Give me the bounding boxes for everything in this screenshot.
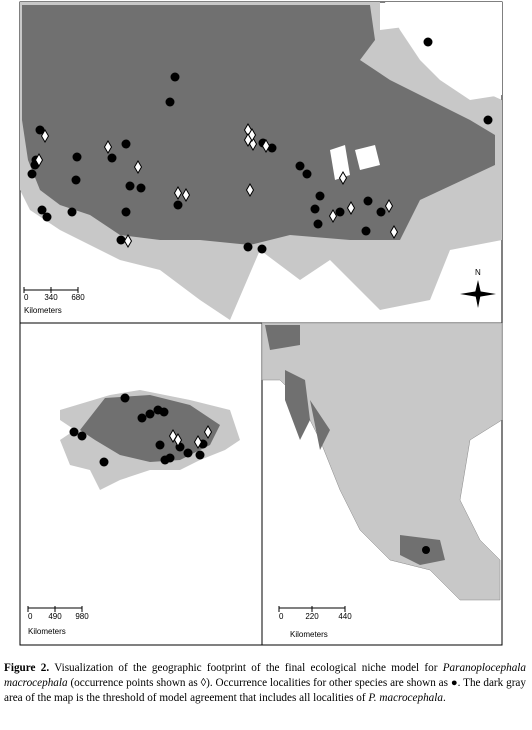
target-occurrence <box>103 140 113 154</box>
scale-label: 440 <box>338 612 352 621</box>
scale-labels: 0 490 980 <box>27 606 89 621</box>
scale-label: 980 <box>75 612 89 621</box>
scale-label: 0 <box>24 293 29 302</box>
occurrence-point <box>121 139 131 149</box>
occurrence-point <box>69 427 79 437</box>
target-occurrence <box>389 225 399 239</box>
target-occurrence <box>328 209 338 223</box>
scale-label: 0 <box>28 612 33 621</box>
occurrence-point <box>173 200 183 210</box>
occurrence-point <box>107 153 117 163</box>
target-occurrence <box>338 171 348 185</box>
caption-text: Visualization of the geographic footprin… <box>49 662 443 674</box>
scale-labels: 0 340 680 <box>23 287 85 302</box>
occurrence-point <box>35 125 45 135</box>
occurrence-point <box>257 244 267 254</box>
caption-text: P. macrocephala <box>368 692 443 704</box>
occurrence-point <box>363 196 373 206</box>
occurrence-point <box>120 393 130 403</box>
target-occurrence <box>34 153 44 167</box>
scale-label: 340 <box>44 293 58 302</box>
target-occurrence <box>245 183 255 197</box>
lakes <box>330 145 380 180</box>
occurrence-point <box>121 207 131 217</box>
occurrence-point <box>67 207 77 217</box>
occurrence-point <box>423 37 433 47</box>
occurrence-markers <box>69 393 213 467</box>
occurrence-point <box>315 191 325 201</box>
occurrence-point <box>165 97 175 107</box>
occurrence-point <box>71 175 81 185</box>
occurrence-point <box>145 409 155 419</box>
figure: 0 340 680 Kilometers N 0 490 980 Kilometers … <box>19 1 503 646</box>
target-occurrence <box>173 433 183 447</box>
caption-text: . <box>442 692 446 704</box>
occurrence-point <box>99 457 109 467</box>
occurrence-point <box>183 448 193 458</box>
water <box>385 2 502 100</box>
target-occurrence <box>346 201 356 215</box>
scale-unit: Kilometers <box>290 630 328 639</box>
target-occurrence <box>123 234 133 248</box>
occurrence-point <box>313 219 323 229</box>
occurrence-point <box>310 204 320 214</box>
occurrence-point <box>361 226 371 236</box>
occurrence-point <box>72 152 82 162</box>
occurrence-point <box>165 453 175 463</box>
occurrence-point <box>159 407 169 417</box>
occurrence-point <box>155 440 165 450</box>
scale-unit: Kilometers <box>28 627 66 636</box>
occurrence-point <box>42 212 52 222</box>
occurrence-point <box>376 207 386 217</box>
occurrence-point <box>302 169 312 179</box>
caption-text: (occurrence points shown as ◊). Occurren… <box>4 677 526 704</box>
scale-labels: 0 220 440 <box>278 606 352 621</box>
occurrence-point <box>136 183 146 193</box>
occurrence-point <box>116 235 126 245</box>
target-occurrence <box>173 186 183 200</box>
occurrence-point <box>137 413 147 423</box>
occurrence-point <box>483 115 493 125</box>
panel-frame <box>19 322 263 646</box>
target-occurrence <box>133 160 143 174</box>
scale-label: 680 <box>71 293 85 302</box>
occurrence-point <box>195 450 205 460</box>
scale-label: 220 <box>305 612 319 621</box>
occurrence-point <box>422 546 430 554</box>
scale-label: 0 <box>279 612 284 621</box>
target-occurrence <box>181 188 191 202</box>
occurrence-markers <box>27 37 493 254</box>
niche-area <box>80 395 220 462</box>
occurrence-point <box>243 242 253 252</box>
scale-label: 490 <box>48 612 62 621</box>
figure-caption: Figure 2. Visualization of the geographi… <box>4 661 526 706</box>
target-occurrence <box>243 133 253 147</box>
caption-label: Figure 2. <box>4 662 50 674</box>
north-label: N <box>475 268 481 277</box>
occurrence-point <box>27 169 37 179</box>
occurrence-point <box>37 205 47 215</box>
occurrence-point <box>77 431 87 441</box>
target-occurrence <box>261 139 271 153</box>
occurrence-point <box>170 72 180 82</box>
occurrence-point <box>335 207 345 217</box>
scale-unit: Kilometers <box>24 306 62 315</box>
target-occurrence <box>203 425 213 439</box>
north-arrow <box>460 280 496 308</box>
caption-text: Paranoplocephala macrocephala <box>4 662 526 689</box>
niche-area <box>265 325 445 565</box>
occurrence-point <box>295 161 305 171</box>
target-occurrence <box>384 199 394 213</box>
target-occurrence <box>40 129 50 143</box>
target-occurrence <box>193 435 203 449</box>
occurrence-point <box>125 181 135 191</box>
